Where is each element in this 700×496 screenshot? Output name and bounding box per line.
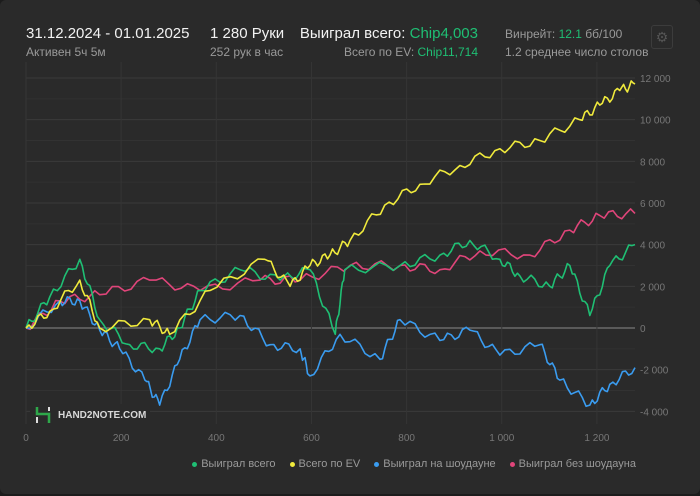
ev-label: Всего по EV: xyxy=(343,45,418,59)
y-tick-label: 0 xyxy=(640,324,646,335)
y-tick-label: 2 000 xyxy=(640,282,665,293)
legend-dot xyxy=(289,461,295,467)
x-tick-label: 400 xyxy=(208,433,225,444)
y-tick-label: 10 000 xyxy=(640,116,671,127)
y-tick-label: -2 000 xyxy=(640,366,669,377)
watermark-logo: HAND2NOTE.COM xyxy=(30,404,151,426)
avg-tables: 1.2 среднее число столов xyxy=(505,45,649,59)
series-line-1 xyxy=(25,80,636,336)
legend-label: Выиграл на шоудауне xyxy=(383,458,496,470)
series-line-3 xyxy=(25,208,636,331)
winrate-label: Винрейт: xyxy=(505,27,559,41)
won-value: Chip4,003 xyxy=(409,25,478,42)
y-tick-label: -4 000 xyxy=(640,407,669,418)
legend-item-won[interactable]: Выиграл всего xyxy=(192,458,276,470)
winrate: Винрейт: 12.1 бб/100 xyxy=(505,27,622,41)
legend-label: Выиграл всего xyxy=(201,458,276,470)
legend-item-showdown[interactable]: Выиграл на шоудауне xyxy=(374,458,496,470)
hand2note-logo-icon xyxy=(35,407,51,423)
legend-label: Всего по EV xyxy=(298,458,361,470)
x-tick-label: 0 xyxy=(23,433,29,444)
hands-count: 1 280 Руки xyxy=(210,25,285,42)
legend: Выиграл всего Всего по EV Выиграл на шоу… xyxy=(192,458,636,470)
y-tick-label: 4 000 xyxy=(640,241,665,252)
legend-item-non-showdown[interactable]: Выиграл без шоудауна xyxy=(509,458,636,470)
won-total: Выиграл всего: Chip4,003 xyxy=(300,25,478,42)
y-tick-label: 12 000 xyxy=(640,74,671,85)
ev-total: Всего по EV: Chip11,714 xyxy=(344,45,478,59)
x-tick-label: 600 xyxy=(303,433,320,444)
y-tick-label: 8 000 xyxy=(640,157,665,168)
won-label: Выиграл всего: xyxy=(299,25,410,42)
legend-dot xyxy=(509,461,515,467)
legend-dot xyxy=(374,461,380,467)
series-line-0 xyxy=(25,239,636,354)
legend-label: Выиграл без шоудауна xyxy=(518,458,636,470)
ev-value: Chip11,714 xyxy=(417,45,479,59)
active-time: Активен 5ч 5м xyxy=(26,45,106,59)
winrate-unit: бб/100 xyxy=(581,27,623,41)
series-line-2 xyxy=(25,295,636,408)
watermark-text: HAND2NOTE.COM xyxy=(58,409,147,421)
legend-dot xyxy=(192,461,198,467)
x-tick-label: 200 xyxy=(113,433,130,444)
winrate-value: 12.1 xyxy=(558,27,582,41)
gear-icon[interactable]: ⚙ xyxy=(651,25,673,49)
date-range: 31.12.2024 - 01.01.2025 xyxy=(26,25,190,42)
legend-item-ev[interactable]: Всего по EV xyxy=(289,458,361,470)
y-tick-label: 6 000 xyxy=(640,199,665,210)
x-tick-label: 1 200 xyxy=(584,433,609,444)
x-tick-label: 800 xyxy=(398,433,415,444)
hands-per-hour: 252 рук в час xyxy=(210,45,284,59)
x-tick-label: 1 000 xyxy=(489,433,514,444)
